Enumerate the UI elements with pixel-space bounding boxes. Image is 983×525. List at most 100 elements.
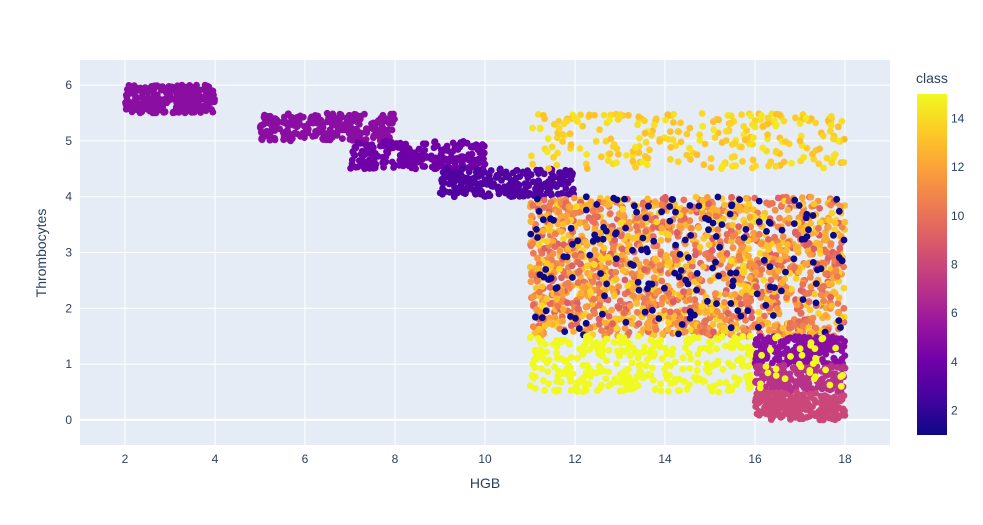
data-point bbox=[831, 393, 838, 401]
data-point bbox=[771, 233, 778, 241]
data-point bbox=[780, 158, 788, 166]
data-point bbox=[542, 266, 550, 273]
data-point bbox=[822, 270, 830, 278]
data-point bbox=[700, 161, 708, 169]
data-point bbox=[796, 345, 804, 353]
data-point bbox=[721, 201, 729, 209]
data-point bbox=[801, 395, 809, 403]
data-point bbox=[658, 277, 666, 285]
data-point bbox=[667, 362, 675, 370]
data-point bbox=[763, 242, 771, 250]
data-point bbox=[600, 244, 608, 252]
data-point bbox=[613, 348, 621, 355]
data-point bbox=[553, 161, 561, 169]
data-point bbox=[589, 207, 597, 215]
data-point bbox=[829, 135, 837, 143]
data-point bbox=[716, 243, 723, 251]
data-point bbox=[807, 269, 814, 276]
data-point bbox=[781, 410, 788, 418]
data-point bbox=[317, 119, 325, 127]
data-point bbox=[566, 364, 574, 371]
data-point bbox=[657, 236, 665, 244]
data-point bbox=[602, 319, 609, 327]
data-point bbox=[376, 142, 384, 150]
data-point bbox=[512, 175, 519, 183]
data-point bbox=[573, 354, 581, 362]
x-tick-label: 12 bbox=[568, 452, 582, 466]
data-point bbox=[597, 270, 605, 277]
data-point bbox=[563, 212, 571, 219]
data-point bbox=[568, 262, 576, 270]
x-tick-label: 2 bbox=[122, 452, 129, 466]
data-point bbox=[574, 258, 581, 266]
data-point bbox=[755, 218, 763, 226]
data-point bbox=[553, 338, 561, 345]
data-point bbox=[809, 212, 817, 219]
data-point bbox=[326, 126, 334, 133]
data-point bbox=[529, 240, 536, 248]
data-point bbox=[661, 196, 669, 204]
data-point bbox=[760, 214, 768, 221]
data-point bbox=[485, 171, 493, 179]
data-point bbox=[818, 385, 826, 393]
data-point bbox=[146, 107, 154, 115]
data-point bbox=[712, 258, 719, 266]
data-point bbox=[729, 313, 736, 320]
data-point bbox=[257, 123, 264, 130]
data-point bbox=[707, 363, 715, 371]
data-point bbox=[556, 265, 563, 273]
data-point bbox=[410, 158, 418, 166]
data-point bbox=[635, 320, 643, 327]
data-point bbox=[533, 306, 540, 313]
data-point bbox=[577, 289, 585, 297]
data-point bbox=[750, 229, 757, 237]
data-point bbox=[788, 407, 796, 415]
data-point bbox=[650, 237, 658, 245]
data-point bbox=[835, 294, 843, 302]
data-point bbox=[496, 170, 504, 178]
data-point bbox=[832, 414, 840, 421]
data-point bbox=[666, 203, 674, 210]
data-point bbox=[728, 386, 736, 394]
data-point bbox=[817, 291, 825, 299]
data-point bbox=[812, 355, 819, 362]
data-point bbox=[762, 383, 769, 391]
data-point bbox=[775, 242, 783, 250]
data-point bbox=[610, 194, 618, 202]
data-point bbox=[650, 121, 658, 129]
data-point bbox=[841, 364, 849, 372]
data-point bbox=[363, 125, 370, 132]
data-point bbox=[543, 238, 551, 245]
data-point bbox=[617, 379, 625, 386]
data-point bbox=[181, 85, 189, 93]
colorbar-tick-label: 2 bbox=[951, 404, 958, 418]
data-point bbox=[831, 219, 839, 227]
data-point bbox=[705, 368, 713, 376]
data-point bbox=[739, 262, 747, 270]
data-point bbox=[534, 167, 542, 174]
data-point bbox=[315, 126, 323, 134]
data-point bbox=[751, 235, 758, 243]
colorbar-tick-label: 12 bbox=[951, 160, 965, 174]
data-point bbox=[533, 278, 541, 285]
data-point bbox=[840, 304, 848, 312]
data-point bbox=[729, 362, 737, 370]
data-point bbox=[639, 201, 647, 208]
data-point bbox=[633, 233, 640, 241]
data-point bbox=[784, 206, 792, 214]
data-point bbox=[532, 313, 539, 321]
data-point bbox=[534, 111, 542, 118]
data-point bbox=[781, 375, 789, 383]
data-point bbox=[799, 296, 807, 303]
data-point bbox=[615, 304, 623, 312]
data-point bbox=[419, 140, 427, 148]
data-point bbox=[819, 132, 827, 140]
data-point bbox=[665, 319, 672, 327]
data-point bbox=[718, 333, 726, 341]
data-point bbox=[611, 236, 618, 244]
data-point bbox=[659, 294, 666, 302]
colorbar bbox=[917, 94, 947, 435]
data-point bbox=[669, 298, 677, 306]
data-point bbox=[528, 271, 535, 279]
data-point bbox=[746, 274, 754, 282]
